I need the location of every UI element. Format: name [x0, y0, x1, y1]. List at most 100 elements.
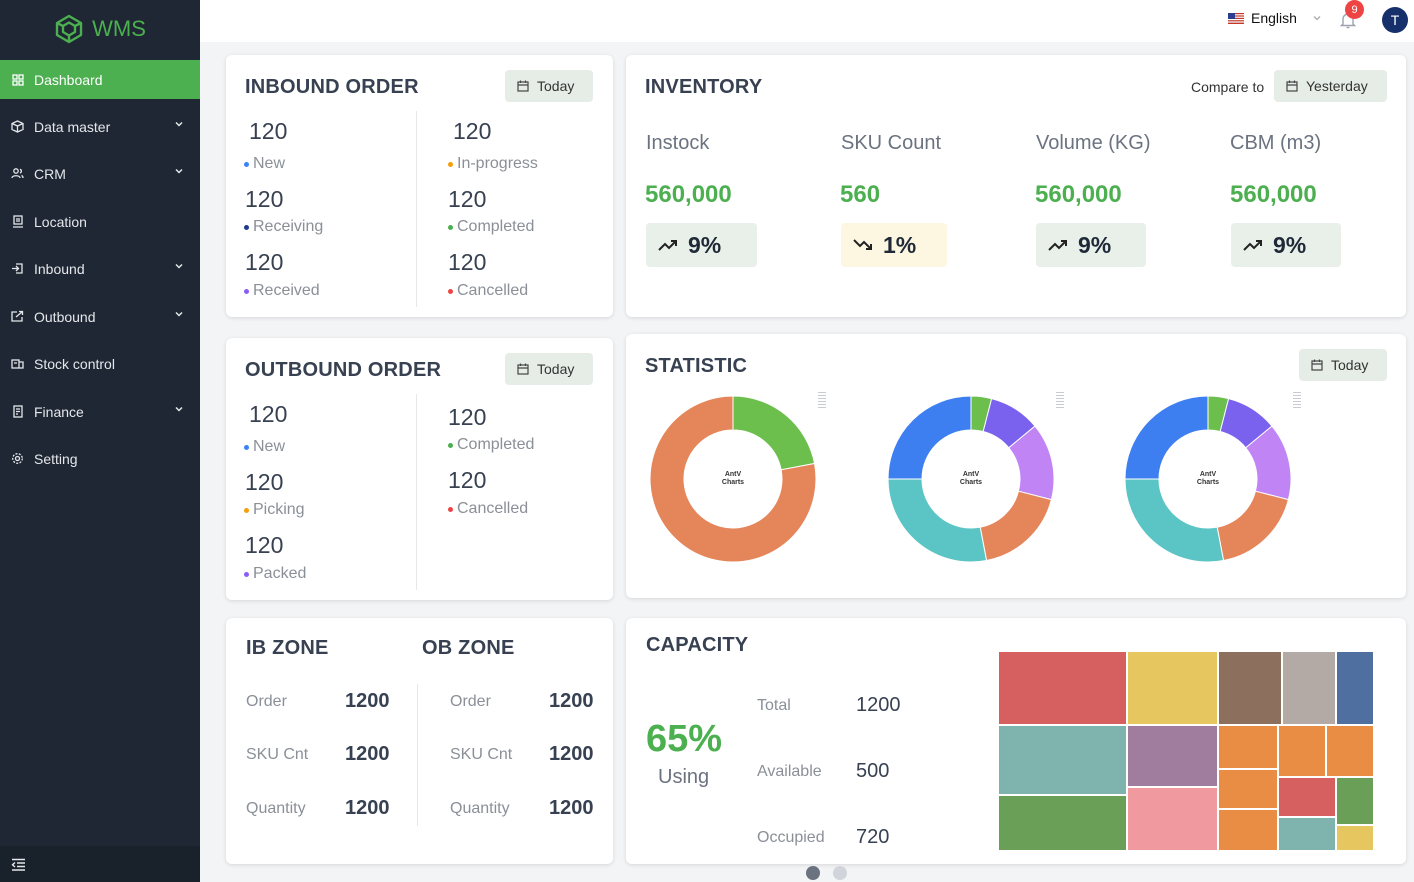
donut-slice-F[interactable] — [1124, 395, 1209, 480]
capacity-row-label: Available — [757, 763, 822, 780]
metric-trend: 9% — [646, 223, 757, 267]
stat-label: Cancelled — [448, 500, 528, 518]
donut-slice-D[interactable] — [1216, 490, 1290, 562]
stat-label: Receiving — [244, 218, 323, 236]
metric-trend: 9% — [1231, 223, 1341, 267]
stat-value: 120 — [448, 249, 487, 275]
zone-row-value: 1200 — [549, 797, 594, 819]
stat-label-text: Packed — [253, 565, 307, 582]
language-selector[interactable]: English — [1228, 10, 1322, 26]
status-dot — [244, 224, 249, 230]
capacity-percent: 65% — [646, 718, 723, 760]
pager-dot-active[interactable] — [806, 866, 820, 880]
zone-row-value: 1200 — [549, 690, 594, 712]
capacity-row-value: 500 — [856, 760, 890, 782]
stat-label-text: New — [253, 438, 286, 455]
sidebar-item-label: CRM — [34, 165, 66, 182]
status-dot — [244, 161, 249, 167]
sidebar-item-finance[interactable]: Finance — [0, 392, 200, 431]
donut-slice-D[interactable] — [979, 490, 1053, 562]
period-filter-button[interactable]: Today — [505, 353, 593, 385]
treemap-cell — [1278, 725, 1326, 777]
sidebar-item-dashboard[interactable]: Dashboard — [0, 60, 200, 99]
treemap-cell — [1336, 825, 1374, 851]
period-filter-button[interactable]: Today — [1299, 349, 1387, 381]
treemap-cell — [1336, 777, 1374, 825]
column-divider — [416, 394, 417, 590]
status-dot — [448, 442, 453, 448]
app-logo[interactable]: WMS — [0, 0, 200, 58]
capacity-row-label: Total — [757, 697, 791, 714]
card-title: INVENTORY — [645, 76, 763, 98]
wms-logo-icon — [55, 14, 83, 44]
stat-label-text: Received — [253, 282, 320, 299]
sidebar-item-crm[interactable]: CRM — [0, 154, 200, 193]
calendar-icon — [517, 80, 529, 92]
treemap-cell — [1127, 725, 1218, 787]
zone-row-value: 1200 — [345, 743, 390, 765]
period-label: Today — [1331, 357, 1369, 373]
sidebar-collapse-button[interactable] — [0, 846, 200, 882]
metric-label: SKU Count — [841, 132, 942, 154]
location-icon — [11, 215, 24, 228]
donut-center-label: AntV Charts — [959, 471, 983, 486]
compare-period-button[interactable]: Yesterday — [1274, 70, 1387, 102]
stat-value: 120 — [245, 186, 284, 212]
period-label: Yesterday — [1306, 78, 1368, 94]
treemap-cell — [1218, 809, 1278, 851]
treemap-cell — [998, 795, 1127, 851]
inbound-icon — [11, 262, 24, 275]
status-dot — [244, 288, 249, 294]
sidebar-item-setting[interactable]: Setting — [0, 439, 200, 478]
sidebar-item-label: Data master — [34, 118, 111, 135]
period-filter-button[interactable]: Today — [505, 70, 593, 102]
chart-legend-icon[interactable] — [818, 392, 826, 409]
chart-legend-icon[interactable] — [1293, 392, 1301, 409]
sidebar-item-location[interactable]: Location — [0, 202, 200, 241]
donut-slice-F[interactable] — [887, 395, 972, 480]
capacity-row-value: 720 — [856, 826, 890, 848]
treemap-cell — [1127, 651, 1218, 725]
donut-slice-A[interactable] — [732, 395, 816, 471]
trend-up-icon — [658, 240, 677, 251]
status-dot — [244, 571, 249, 577]
donut-slice-E[interactable] — [887, 478, 988, 563]
sidebar-item-label: Inbound — [34, 260, 85, 277]
donut-slice-B[interactable] — [649, 395, 817, 563]
capacity-row-label: Occupied — [757, 829, 825, 846]
trend-down-icon — [853, 239, 872, 250]
stat-value: 120 — [249, 118, 288, 144]
sidebar-item-label: Setting — [34, 450, 78, 467]
donut-chart — [1124, 395, 1292, 563]
metric-label: CBM (m3) — [1230, 132, 1322, 154]
stat-label-text: Receiving — [253, 218, 324, 235]
pager-dot[interactable] — [833, 866, 847, 880]
sidebar-item-outbound[interactable]: Outbound — [0, 297, 200, 336]
chart-legend-icon[interactable] — [1056, 392, 1064, 409]
chevron-down-icon — [1313, 16, 1321, 21]
donut-slice-E[interactable] — [1124, 478, 1225, 563]
sidebar-item-data-master[interactable]: Data master — [0, 107, 200, 146]
status-dot — [244, 507, 249, 513]
sidebar-item-stock-control[interactable]: Stock control — [0, 344, 200, 383]
statistic-card: STATISTIC Today AntV Charts AntV Charts … — [626, 334, 1406, 598]
card-title: CAPACITY — [646, 634, 749, 656]
trend-up-icon — [1048, 240, 1067, 251]
treemap-cell — [1218, 769, 1278, 809]
treemap-cell — [1218, 725, 1278, 769]
treemap-cell — [998, 725, 1127, 795]
user-avatar[interactable]: T — [1382, 7, 1408, 33]
capacity-using-label: Using — [658, 766, 710, 788]
stat-value: 120 — [249, 401, 288, 427]
stat-value: 120 — [245, 249, 284, 275]
sidebar-item-inbound[interactable]: Inbound — [0, 249, 200, 288]
top-header — [200, 0, 1414, 42]
stat-label-text: New — [253, 155, 286, 172]
collapse-menu-icon — [11, 858, 25, 871]
stat-value: 120 — [448, 186, 487, 212]
outbound-icon — [11, 310, 24, 323]
stat-label-text: Cancelled — [457, 282, 529, 299]
donut-center-label: AntV Charts — [721, 471, 745, 486]
stat-value: 120 — [453, 118, 492, 144]
zone-row-label: Quantity — [246, 800, 306, 817]
